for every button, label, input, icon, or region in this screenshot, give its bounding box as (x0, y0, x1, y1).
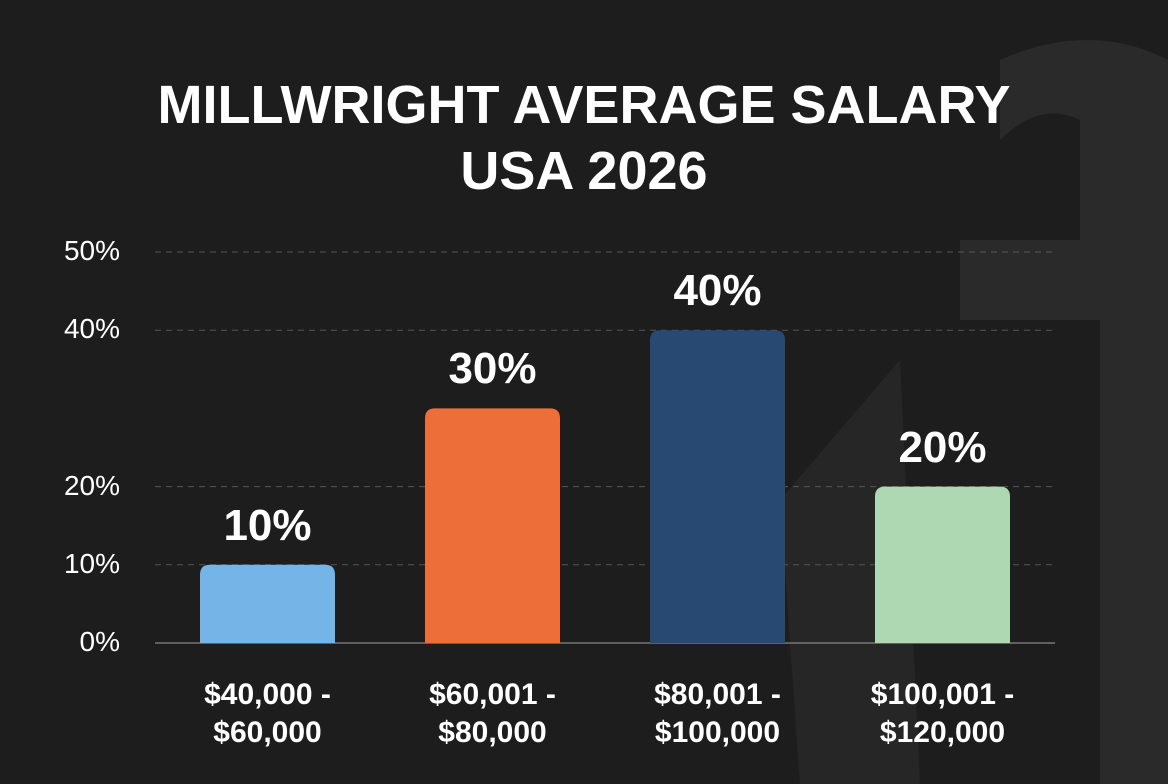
x-tick-label: $100,001 - $120,000 (870, 678, 1015, 749)
value-label: 20% (898, 422, 987, 472)
chart-title: MILLWRIGHT AVERAGE SALARY USA 2026 (157, 75, 1011, 201)
x-tick-label: $80,001 - $100,000 (654, 678, 781, 749)
y-tick-label: 50% (63, 235, 120, 266)
y-tick-label: 0% (79, 626, 120, 657)
y-tick-label: 20% (63, 469, 120, 501)
bar (200, 564, 335, 643)
y-tick-label: 10% (63, 547, 120, 579)
value-label: 40% (673, 266, 762, 316)
y-tick-label: 40% (63, 313, 120, 345)
x-tick-label: $60,001 - $80,000 (429, 678, 556, 749)
bar (650, 330, 785, 643)
value-label: 30% (448, 344, 537, 394)
x-tick-label: $40,000 - $60,000 (204, 678, 331, 749)
bar (425, 408, 560, 643)
value-label: 10% (223, 500, 312, 550)
decor (780, 360, 920, 784)
bar (875, 486, 1010, 643)
decor (960, 40, 1168, 784)
